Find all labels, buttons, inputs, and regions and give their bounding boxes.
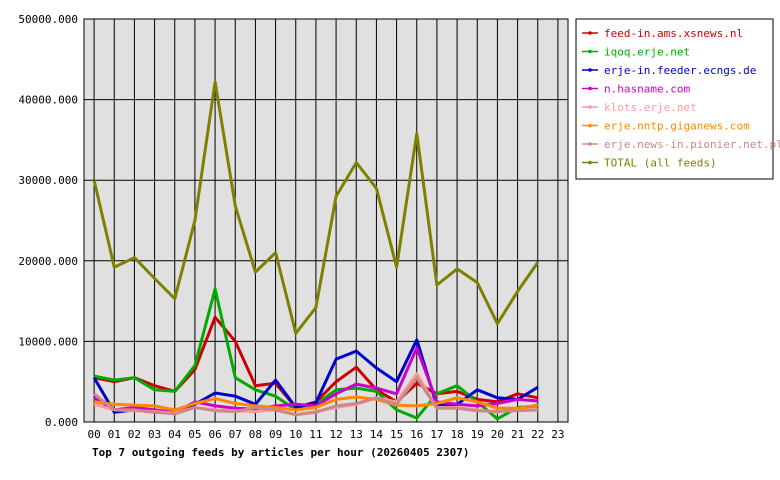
y-tick-label: 50000.000: [18, 13, 78, 26]
plot-background: [84, 19, 568, 422]
x-tick-label: 06: [208, 428, 221, 441]
legend-marker-total-all-feeds: [588, 160, 592, 165]
x-axis: 00 01 02 03 04 05 06 07 08 09 10 11 12 13 14 15 16 17 18 19…: [87, 428, 564, 441]
x-tick-label: 00: [87, 428, 100, 441]
legend-marker-erje-news-in-pionier-net-pl: [588, 142, 592, 146]
x-tick-label: 18: [450, 428, 463, 441]
x-tick-label: 05: [188, 428, 201, 441]
legend-marker-erje-nntp-giganews-com: [588, 123, 592, 128]
x-tick-label: 11: [309, 428, 322, 441]
x-tick-label: 13: [350, 428, 363, 441]
legend-marker-erje-in-feeder-ecngs-de: [588, 68, 592, 72]
legend-label-klots-erje-net: klots.erje.net: [604, 101, 697, 114]
series-line-total-all-feeds: [92, 80, 540, 335]
x-tick-label: 17: [430, 428, 443, 441]
legend-label-erje-nntp-giganews-com: erje.nntp.giganews.com: [604, 120, 750, 133]
y-tick-label: 40000.000: [18, 94, 78, 107]
x-tick-label: 21: [511, 428, 524, 441]
legend-label-iqoq-erje-net: iqoq.erje.net: [604, 46, 690, 59]
x-tick-label: 12: [329, 428, 342, 441]
y-tick-label: 10000.000: [18, 335, 78, 348]
x-tick-label: 09: [269, 428, 282, 441]
legend-label-erje-news-in-pionier-net-pl: erje.news-in.pionier.net.pl: [604, 138, 780, 151]
x-tick-label: 19: [471, 428, 484, 441]
x-tick-label: 10: [289, 428, 302, 441]
x-tick-label: 22: [531, 428, 544, 441]
chart-title: Top 7 outgoing feeds by articles per hou…: [92, 446, 470, 459]
x-tick-label: 14: [370, 428, 384, 441]
y-tick-label: 0.000: [45, 416, 78, 429]
x-tick-label: 23: [551, 428, 564, 441]
x-tick-label: 07: [229, 428, 242, 441]
legend-marker-feed-in-ams-xsnews-nl: [588, 31, 592, 35]
x-tick-label: 03: [148, 428, 161, 441]
legend: feed-in.ams.xsnews.nl iqoq.erje.net erje-i…: [575, 18, 780, 180]
series-lines: [92, 80, 540, 421]
legend-label-feed-in-ams-xsnews-nl: feed-in.ams.xsnews.nl: [604, 27, 743, 40]
x-tick-label: 04: [168, 428, 182, 441]
legend-marker-iqoq-erje-net: [588, 49, 592, 54]
legend-label-total-all-feeds: TOTAL (all feeds): [604, 157, 717, 170]
y-tick-label: 30000.000: [18, 174, 78, 187]
legend-label-erje-in-feeder-ecngs-de: erje-in.feeder.ecngs.de: [604, 64, 756, 77]
x-tick-label: 16: [410, 428, 423, 441]
legend-marker-klots-erje-net: [588, 105, 592, 109]
legend-label-n-hasname-com: n.hasname.com: [604, 83, 690, 96]
series-line-erje-nntp-giganews-com: [93, 395, 539, 412]
x-tick-label: 02: [128, 428, 141, 441]
legend-marker-n-hasname-com: [588, 86, 592, 91]
y-axis: 0.000 10000.000 20000.000 30000.000 40000.00…: [18, 13, 78, 429]
legend-box: [575, 18, 774, 180]
series-line-erje-news-in-pionier-net-pl: [93, 376, 538, 417]
plot-frame: [83, 18, 569, 423]
x-tick-label: 01: [108, 428, 121, 441]
x-tick-label: 08: [249, 428, 262, 441]
y-tick-label: 20000.000: [18, 255, 78, 268]
x-tick-label: 20: [491, 428, 504, 441]
x-tick-label: 15: [390, 428, 403, 441]
